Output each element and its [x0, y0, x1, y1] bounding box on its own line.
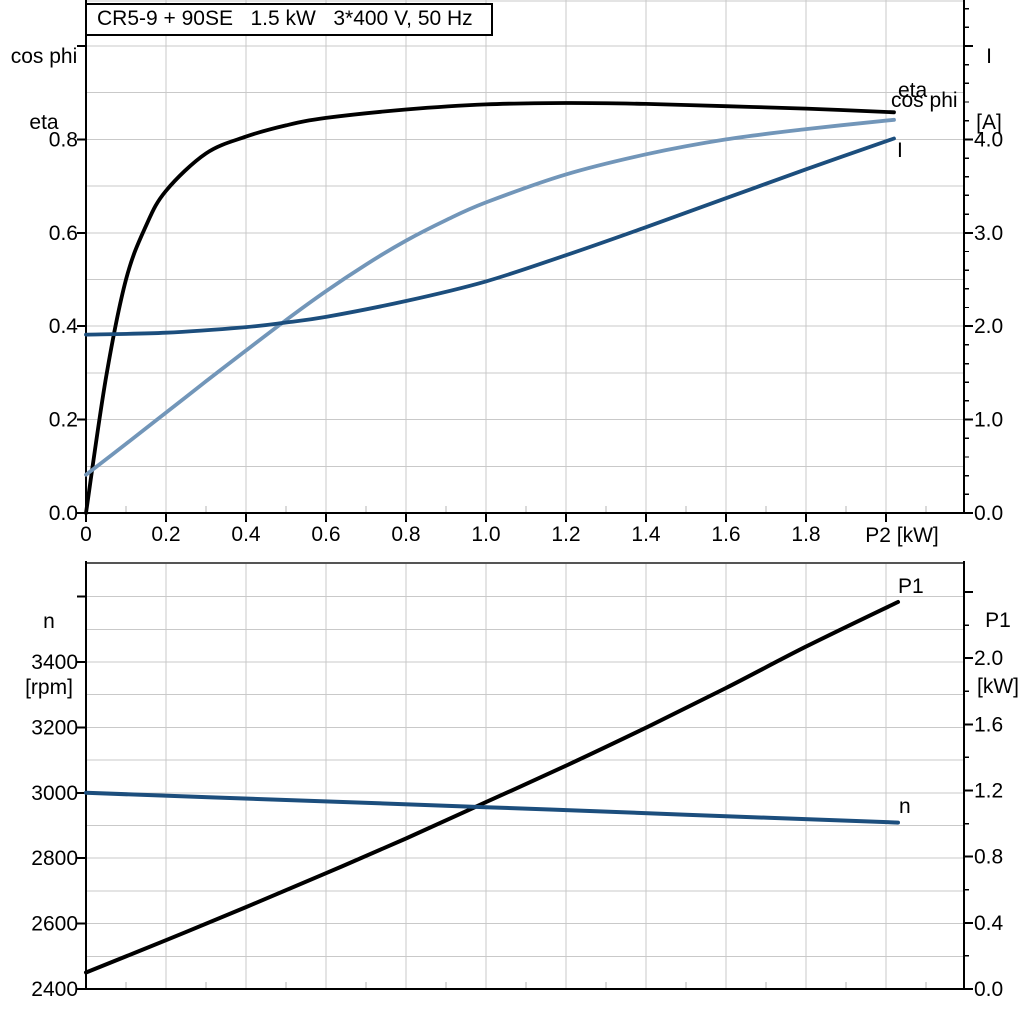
- pump-performance-chart: 0 0.2 0.4 0.6 0.8 1.0 1.2 1.4 1.6 1.8 0.0 0.2 0.4 0.6…: [0, 0, 1024, 1024]
- x-tick-label: 1.2: [551, 523, 580, 546]
- x-tick-label: 1.8: [791, 523, 820, 546]
- eta-curve: [86, 103, 894, 513]
- left-tick-label: 0.2: [49, 409, 78, 432]
- I-curve: [86, 139, 894, 335]
- right-tick-label: 1.2: [974, 780, 1003, 803]
- I-curve-label: I: [897, 139, 903, 162]
- right-tick-label: 0.8: [974, 846, 1003, 869]
- left-tick-label: 2600: [31, 913, 78, 936]
- left-tick-label: 2400: [31, 978, 78, 1001]
- x-tick-label: 0.2: [151, 523, 180, 546]
- top-left-axis-title: cos phi eta: [0, 2, 88, 178]
- rpm-unit-label: [rpm]: [9, 677, 89, 699]
- right-tick-label: 0.0: [974, 502, 1003, 525]
- x-axis-title: P2 [kW]: [852, 525, 952, 547]
- x-tick-label: 1.4: [631, 523, 661, 546]
- x-tick-label: 1.6: [711, 523, 740, 546]
- left-tick-label: 0.0: [49, 502, 78, 525]
- right-tick-label: 2.0: [974, 315, 1003, 338]
- bottom-right-axis-title: P1 [kW]: [962, 566, 1024, 742]
- cos-phi-curve: [86, 120, 894, 475]
- top-right-axis-title: I [A]: [958, 2, 1020, 178]
- eta-axis-label: eta: [0, 112, 88, 134]
- right-tick-label: 3.0: [974, 222, 1003, 245]
- left-tick-label: 0.4: [49, 315, 79, 338]
- kw-unit-label: [kW]: [962, 676, 1024, 698]
- cos-phi-axis-label: cos phi: [0, 46, 88, 68]
- bottom-left-axis-title: n [rpm]: [9, 567, 89, 743]
- ampere-unit-label: [A]: [958, 112, 1020, 134]
- current-axis-label: I: [958, 46, 1020, 68]
- p1-axis-label: P1: [962, 610, 1024, 632]
- cos-phi-curve-label: cos phi: [891, 89, 958, 112]
- left-tick-label: 2800: [31, 847, 78, 870]
- right-tick-label: 0.0: [974, 978, 1003, 1001]
- right-tick-label: 1.0: [974, 409, 1003, 432]
- right-tick-label: 0.4: [974, 912, 1004, 935]
- P1-curve-label: P1: [898, 575, 924, 598]
- chart-title-box: CR5-9 + 90SE 1.5 kW 3*400 V, 50 Hz: [85, 3, 493, 36]
- curves-canvas: 0 0.2 0.4 0.6 0.8 1.0 1.2 1.4 1.6 1.8 0.0 0.2 0.4 0.6…: [0, 0, 1024, 1024]
- left-tick-label: 3000: [31, 782, 78, 805]
- speed-axis-label: n: [9, 611, 89, 633]
- x-tick-label: 0.8: [391, 523, 420, 546]
- x-tick-label: 0: [80, 523, 92, 546]
- x-tick-label: 0.4: [231, 523, 261, 546]
- P1-curve: [86, 602, 898, 972]
- x-tick-label: 0.6: [311, 523, 340, 546]
- left-tick-label: 0.6: [49, 222, 78, 245]
- x-tick-label: 1.0: [471, 523, 500, 546]
- n-curve-label: n: [899, 795, 911, 818]
